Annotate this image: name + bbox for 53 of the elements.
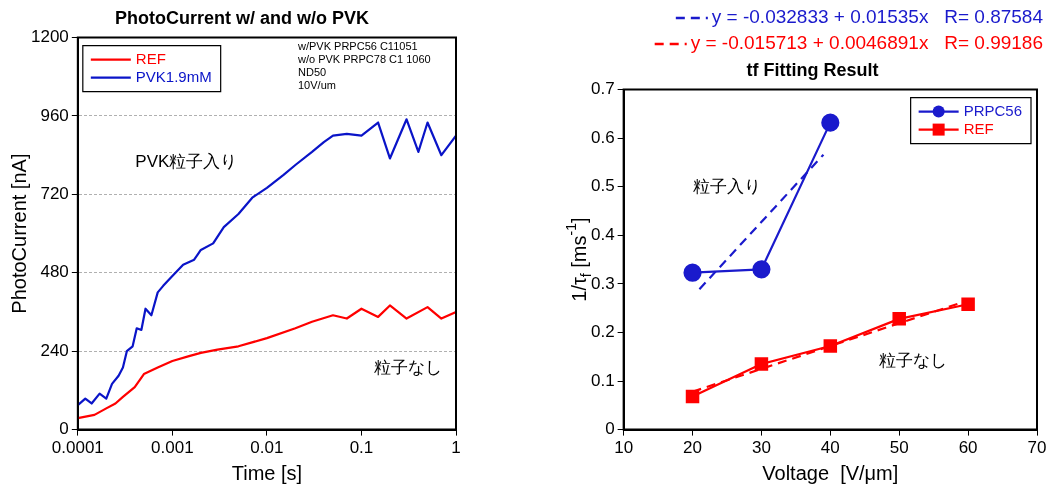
- x-axis-title: Time [s]: [231, 461, 303, 484]
- x-tick-label: 70: [1027, 438, 1047, 458]
- y-tick-label: 0.1: [590, 370, 615, 390]
- legend-label: y = -0.032833 + 0.01535x R= 0.87584: [711, 6, 1044, 28]
- y-tick-label: 0.3: [590, 273, 615, 293]
- point: [821, 113, 840, 132]
- y-tick-label: 0.7: [590, 79, 615, 99]
- y-tick-label: 0: [59, 419, 69, 439]
- y-axis-title: PhotoCurrent [nA]: [7, 153, 30, 314]
- x-tick-label: 10: [614, 438, 634, 458]
- x-tick-label: 30: [751, 438, 771, 458]
- annotation: 粒子入り: [692, 176, 761, 196]
- annotation: w/PVK PRPC56 C11051: [297, 40, 418, 53]
- x-tick-label: 0.001: [151, 438, 194, 458]
- point: [683, 263, 702, 282]
- y-tick-label: 240: [40, 340, 69, 360]
- y-tick-label: 0.6: [590, 127, 615, 147]
- annotation: w/o PVK PRPC78 C1 1060: [297, 53, 431, 66]
- x-tick-label: 0.0001: [51, 438, 104, 458]
- y-tick-label: 0.2: [590, 322, 615, 342]
- y-tick-label: 1200: [30, 27, 69, 47]
- x-axis-title: Voltage [V/μm]: [762, 461, 899, 484]
- legend-label: y = -0.015713 + 0.0046891x R= 0.99186: [690, 32, 1044, 54]
- y-tick-label: 960: [40, 105, 69, 125]
- point: [892, 312, 906, 326]
- y-tick-label: 480: [40, 262, 69, 282]
- point: [685, 389, 700, 404]
- chart-title: PhotoCurrent w/ and w/o PVK: [114, 7, 370, 28]
- annotation: 粒子なし: [374, 357, 443, 377]
- annotation: PVK粒子入り: [135, 151, 238, 171]
- y-tick-label: 720: [40, 184, 69, 204]
- y-tick-label: 0.5: [590, 176, 615, 196]
- x-tick-label: 60: [958, 438, 978, 458]
- y-tick-label: 0: [605, 419, 615, 439]
- legend-label: PVK1.9mM: [135, 67, 212, 85]
- y-tick-label: 0.4: [590, 225, 615, 244]
- point: [752, 260, 771, 279]
- x-tick-label: 0.01: [250, 438, 284, 458]
- x-tick-label: 20: [683, 438, 702, 458]
- x-tick-label: 0.1: [349, 438, 374, 458]
- legend-label: REF: [135, 49, 166, 67]
- x-tick-label: 50: [889, 438, 909, 458]
- chart-title: tf Fitting Result: [746, 59, 879, 80]
- x-tick-label: 40: [820, 438, 840, 458]
- point: [823, 339, 838, 353]
- annotation: ND50: [298, 66, 327, 79]
- point: [754, 357, 769, 371]
- annotation: 10V/um: [298, 79, 336, 92]
- legend-label: PRPC56: [963, 101, 1022, 119]
- annotation: 粒子なし: [878, 351, 947, 371]
- legend-label: REF: [963, 119, 994, 137]
- x-tick-label: 1: [451, 438, 461, 458]
- point: [961, 297, 975, 312]
